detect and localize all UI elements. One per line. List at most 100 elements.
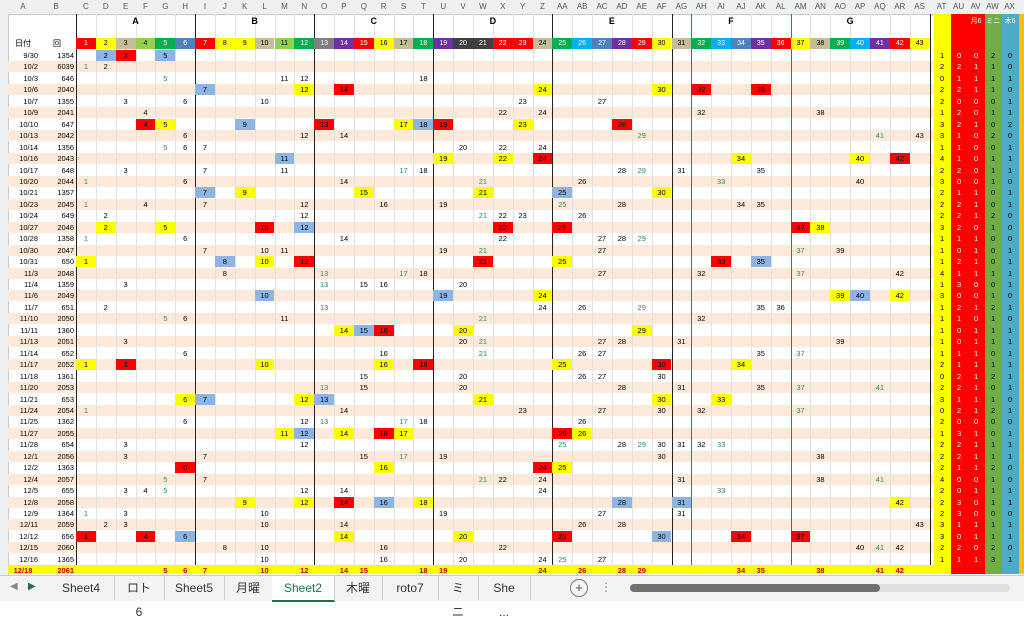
summary-cell[interactable]: 1 (990, 394, 996, 404)
number-cell[interactable]: 9 (234, 496, 255, 508)
summary-cell[interactable]: 1 (956, 314, 962, 324)
number-cell[interactable]: 5 (155, 50, 176, 61)
summary-cell[interactable]: 1 (956, 154, 962, 164)
number-cell[interactable]: 22 (498, 234, 507, 244)
summary-cell[interactable]: 0 (990, 234, 996, 244)
final-number-cell[interactable]: 12 (300, 566, 309, 574)
number-cell[interactable]: 5 (155, 221, 176, 233)
column-letter-f[interactable]: F (143, 2, 148, 11)
column-letter-ac[interactable]: AC (596, 2, 608, 11)
summary-cell[interactable]: 2 (939, 165, 945, 175)
scroll-right-icon[interactable]: ▶ (28, 581, 36, 592)
number-cell[interactable]: 31 (677, 337, 686, 347)
number-cell[interactable]: 14 (339, 405, 349, 415)
date-cell[interactable]: 11/18 (19, 371, 38, 381)
summary-cell[interactable]: 0 (1019, 462, 1024, 473)
number-cell[interactable]: 31 (677, 383, 686, 393)
number-cell[interactable]: 24 (532, 84, 553, 96)
round-cell[interactable]: 654 (61, 440, 74, 450)
date-cell[interactable]: 11/4 (23, 280, 38, 289)
number-cell[interactable]: 18 (419, 417, 428, 427)
number-cell[interactable]: 16 (379, 199, 388, 209)
round-cell[interactable]: 2040 (57, 85, 74, 95)
number-cell[interactable]: 27 (597, 348, 607, 358)
number-cell[interactable]: 34 (736, 199, 746, 209)
summary-cell[interactable]: 1 (939, 302, 945, 312)
summary-cell[interactable]: 1 (973, 268, 979, 278)
summary-cell[interactable]: 2 (939, 543, 945, 553)
summary-cell[interactable]: 0 (956, 291, 962, 301)
number-cell[interactable]: 25 (558, 554, 567, 564)
number-cell[interactable]: 12 (300, 417, 309, 427)
sheet-tab-7[interactable]: ミニ (438, 576, 479, 619)
number-cell[interactable]: 18 (419, 268, 428, 278)
number-cell[interactable]: 38 (816, 451, 825, 461)
summary-cell[interactable]: 1 (956, 131, 962, 141)
number-cell[interactable]: 30 (657, 451, 666, 461)
summary-cell[interactable]: 0 (956, 51, 962, 60)
sheet-tab-6[interactable]: roto7 (382, 576, 439, 600)
date-cell[interactable]: 10/7 (23, 96, 38, 106)
number-cell[interactable]: 32 (697, 314, 706, 324)
summary-cell[interactable]: 0 (973, 474, 979, 484)
number-cell[interactable]: 23 (512, 118, 533, 130)
number-cell[interactable]: 17 (399, 165, 408, 175)
number-cell[interactable]: 14 (339, 520, 349, 530)
number-cell[interactable]: 38 (810, 221, 831, 233)
number-cell[interactable]: 16 (373, 427, 394, 439)
number-cell[interactable]: 2 (103, 302, 108, 312)
column-letter-ak[interactable]: AK (755, 2, 767, 11)
date-cell[interactable]: 10/21 (19, 188, 38, 198)
horizontal-scrollbar[interactable] (630, 584, 1010, 592)
number-cell[interactable]: 21 (473, 256, 493, 268)
column-letter-n[interactable]: N (301, 2, 308, 11)
number-cell[interactable]: 4 (143, 108, 148, 118)
number-cell[interactable]: 35 (756, 199, 765, 209)
column-letter-ax[interactable]: AX (1004, 2, 1015, 11)
summary-cell[interactable]: 1 (939, 554, 945, 564)
column-letter-ag[interactable]: AG (675, 2, 688, 11)
number-cell[interactable]: 6 (175, 530, 196, 542)
number-cell[interactable]: 27 (597, 509, 607, 518)
summary-cell[interactable]: 2 (1019, 165, 1024, 176)
number-cell[interactable]: 24 (532, 290, 553, 302)
summary-cell[interactable]: 2 (939, 199, 945, 209)
summary-cell[interactable]: 1 (1007, 96, 1013, 106)
summary-cell[interactable]: 0 (990, 348, 996, 358)
summary-cell[interactable]: 0 (1019, 336, 1024, 347)
summary-cell[interactable]: 2 (1019, 371, 1024, 382)
column-letter-u[interactable]: U (440, 2, 447, 11)
number-cell[interactable]: 34 (731, 359, 751, 371)
number-cell[interactable]: 8 (222, 543, 227, 553)
number-cell[interactable]: 35 (756, 383, 765, 393)
number-cell[interactable]: 2 (95, 50, 116, 61)
summary-cell[interactable]: 1 (1019, 359, 1024, 370)
number-cell[interactable]: 19 (439, 451, 448, 461)
number-cell[interactable]: 39 (836, 245, 845, 255)
summary-cell[interactable]: 1 (973, 119, 979, 129)
number-cell[interactable]: 9 (234, 118, 255, 130)
date-cell[interactable]: 10/16 (19, 154, 38, 164)
round-cell[interactable]: 6039 (57, 62, 74, 72)
date-cell[interactable]: 11/3 (23, 268, 38, 278)
number-cell[interactable]: 12 (300, 440, 309, 450)
number-cell[interactable]: 21 (478, 474, 488, 484)
summary-cell[interactable]: 1 (1007, 188, 1013, 198)
date-cell[interactable]: 11/28 (19, 440, 38, 450)
round-cell[interactable]: 648 (61, 165, 74, 175)
number-cell[interactable]: 25 (552, 530, 573, 542)
summary-cell[interactable]: 1 (973, 531, 979, 541)
summary-cell[interactable]: 0 (990, 188, 996, 198)
number-cell[interactable]: 24 (538, 142, 547, 152)
number-cell[interactable]: 7 (202, 451, 208, 461)
round-cell[interactable]: 655 (61, 486, 74, 496)
summary-cell[interactable]: 2 (956, 62, 962, 72)
number-cell[interactable]: 4 (143, 199, 148, 209)
date-cell[interactable]: 12/11 (19, 520, 38, 530)
column-letter-v[interactable]: V (460, 2, 466, 11)
summary-cell[interactable]: 3 (939, 176, 945, 186)
summary-cell[interactable]: 0 (990, 417, 996, 427)
column-letter-q[interactable]: Q (360, 2, 367, 11)
round-cell[interactable]: 1364 (57, 509, 74, 518)
summary-cell[interactable]: 1 (990, 268, 996, 278)
